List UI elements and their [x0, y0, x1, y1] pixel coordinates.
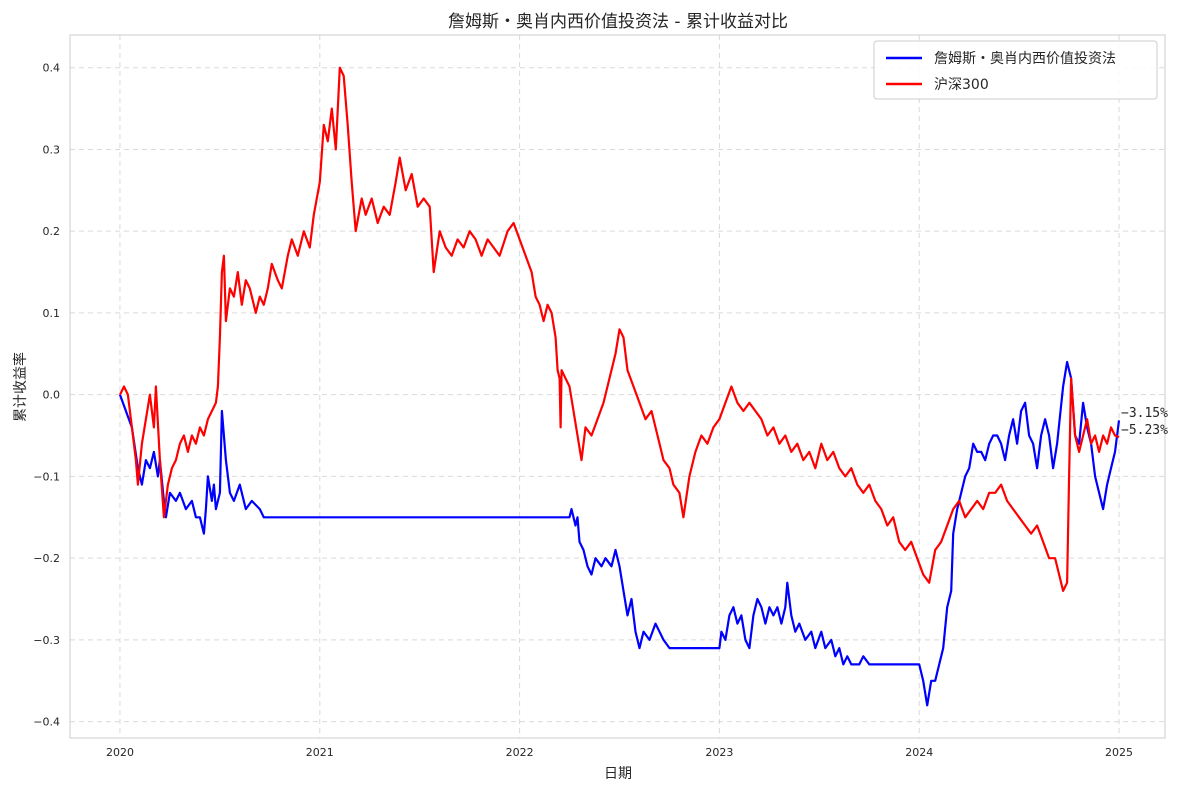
legend: 詹姆斯・奥肖内西价值投资法 沪深300	[873, 40, 1158, 100]
legend-label-csi300: 沪深300	[934, 77, 989, 93]
x-tick-label: 2020	[106, 746, 134, 759]
end-labels: −3.15% −5.23%	[1121, 406, 1168, 438]
x-tick-label: 2024	[905, 746, 933, 759]
y-tick-label: 0.1	[43, 307, 61, 320]
strategy-line	[118, 360, 1121, 707]
x-tick-label: 2022	[506, 746, 534, 759]
y-tick-label: 0.0	[43, 389, 61, 402]
legend-label-strategy: 詹姆斯・奥肖内西价值投资法	[934, 50, 1116, 67]
end-label-strategy: −3.15%	[1121, 406, 1168, 421]
y-tick-label: −0.3	[33, 634, 60, 647]
plot-frame	[69, 34, 1166, 739]
chart-title: 詹姆斯・奥肖内西价值投资法 - 累计收益对比	[448, 12, 788, 32]
csi300-line	[119, 66, 1120, 592]
tick-layer: 0.4 0.3 0.2 0.1 0.0 −0.1 −0.2 −0.3 −0.4 2020 2021 2…	[33, 62, 1133, 759]
legend-box	[873, 40, 1158, 100]
y-tick-label: 0.2	[43, 225, 61, 238]
series-layer	[118, 66, 1121, 707]
x-tick-label: 2023	[705, 746, 733, 759]
x-tick-label: 2025	[1105, 746, 1133, 759]
grid-layer	[70, 35, 1165, 738]
y-tick-label: −0.1	[33, 470, 60, 483]
end-label-csi300: −5.23%	[1121, 423, 1168, 438]
y-tick-label: −0.2	[33, 552, 60, 565]
x-axis-title: 日期	[604, 766, 632, 782]
y-tick-label: −0.4	[33, 716, 60, 729]
y-tick-label: 0.3	[43, 143, 61, 156]
y-axis-title: 累计收益率	[12, 352, 29, 422]
x-tick-label: 2021	[306, 746, 334, 759]
y-tick-label: 0.4	[43, 62, 61, 75]
